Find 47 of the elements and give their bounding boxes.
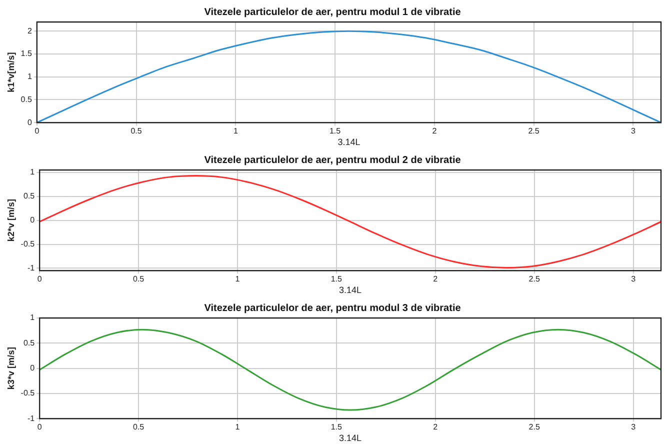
x-tick-label: 1.5 bbox=[330, 274, 343, 284]
y-tick-label: 0.5 bbox=[23, 338, 36, 348]
x-tick-label: 1 bbox=[235, 422, 240, 432]
y-axis-title: k2*v [m/s] bbox=[6, 199, 16, 242]
x-tick-label: 2.5 bbox=[528, 274, 540, 284]
x-tick-label: 2.5 bbox=[528, 126, 540, 136]
x-tick-label: 3 bbox=[631, 422, 636, 432]
y-tick-label: 1.5 bbox=[20, 49, 32, 58]
y-tick-label: 0.5 bbox=[20, 94, 32, 104]
x-axis-title: 3.14L bbox=[339, 433, 362, 444]
x-tick-label: 0.5 bbox=[130, 126, 142, 136]
line-series bbox=[40, 328, 661, 411]
x-axis-title: 3.14L bbox=[339, 285, 362, 296]
x-tick-label: 2 bbox=[433, 422, 438, 432]
y-tick-label: 0 bbox=[27, 118, 32, 127]
x-tick-label: 0 bbox=[37, 274, 42, 284]
line-series bbox=[40, 175, 661, 268]
x-tick-label: 2 bbox=[432, 126, 438, 136]
y-tick-label: -1 bbox=[27, 263, 36, 272]
y-tick-label: 1 bbox=[27, 72, 32, 82]
x-tick-label: 3 bbox=[631, 274, 636, 284]
x-tick-label: 1.5 bbox=[330, 422, 343, 432]
y-tick-label: 0.5 bbox=[23, 192, 36, 201]
x-tick-label: 3 bbox=[630, 126, 636, 136]
x-tick-label: 2.5 bbox=[528, 422, 540, 432]
y-axis-title: k3*v [m/s] bbox=[6, 347, 16, 390]
y-tick-label: -0.5 bbox=[20, 388, 36, 398]
y-tick-label: 2 bbox=[27, 26, 32, 36]
y-tick-label: -1 bbox=[27, 414, 36, 423]
x-tick-label: 0.5 bbox=[132, 274, 145, 284]
x-axis-title: 3.14L bbox=[338, 137, 360, 148]
chart-title: Vitezele particulelor de aer, pentru modul 1 de vibratie bbox=[204, 6, 462, 18]
y-axis-title: k1*v[m/s] bbox=[6, 52, 16, 92]
x-tick-label: 1.5 bbox=[329, 126, 342, 136]
chart-title: Vitezele particulelor de aer, pentru modul 2 de vibratie bbox=[204, 154, 462, 166]
y-tick-label: 0 bbox=[30, 364, 36, 373]
y-tick-label: 1 bbox=[30, 313, 36, 322]
y-tick-label: -0.5 bbox=[20, 239, 36, 248]
x-tick-label: 1 bbox=[235, 274, 240, 284]
line-series bbox=[36, 30, 661, 123]
y-tick-label: 0 bbox=[30, 216, 36, 225]
x-tick-label: 1 bbox=[233, 126, 238, 136]
y-tick-label: 1 bbox=[30, 168, 36, 177]
x-tick-label: 2 bbox=[433, 274, 438, 284]
x-tick-label: 0 bbox=[37, 422, 42, 432]
chart-title: Vitezele particulelor de aer, pentru modul 3 de vibratie bbox=[204, 302, 462, 314]
x-tick-label: 0.5 bbox=[132, 422, 145, 432]
